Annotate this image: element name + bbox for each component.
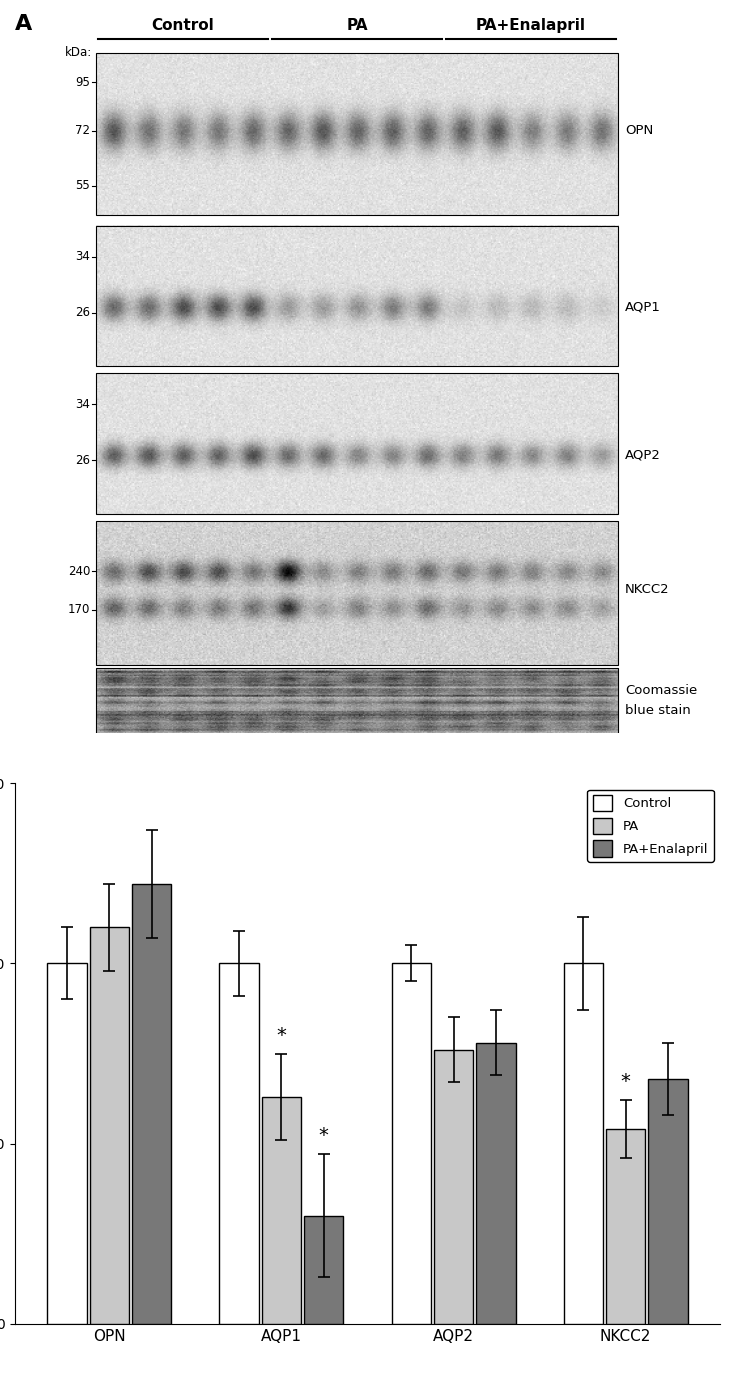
Text: *: *	[276, 1026, 287, 1044]
Text: kDa:: kDa:	[65, 46, 93, 59]
Bar	[564, 964, 603, 1324]
Text: PA+Enalapril: PA+Enalapril	[476, 18, 586, 33]
Bar	[47, 964, 87, 1324]
Text: 170: 170	[68, 604, 90, 616]
Text: *: *	[319, 1127, 329, 1146]
Text: blue stain: blue stain	[625, 703, 691, 717]
Bar	[96, 374, 618, 513]
Bar	[606, 1129, 645, 1324]
Text: 26: 26	[75, 306, 90, 320]
Text: OPN: OPN	[625, 124, 653, 138]
Text: 55: 55	[76, 179, 90, 193]
Text: Coomassie: Coomassie	[625, 684, 698, 698]
Bar	[262, 1096, 301, 1324]
Bar	[96, 226, 618, 365]
Bar	[648, 1078, 688, 1324]
Text: 34: 34	[75, 250, 90, 263]
Text: Control: Control	[151, 18, 214, 33]
Bar	[96, 54, 618, 215]
Bar	[220, 964, 259, 1324]
Legend: Control, PA, PA+Enalapril: Control, PA, PA+Enalapril	[587, 790, 714, 862]
Text: 72: 72	[75, 124, 90, 138]
Bar	[96, 667, 618, 732]
Bar	[392, 964, 431, 1324]
Text: PA: PA	[346, 18, 368, 33]
Text: NKCC2: NKCC2	[625, 583, 670, 596]
Bar	[132, 884, 171, 1324]
Bar	[476, 1043, 515, 1324]
Bar	[96, 521, 618, 665]
Bar	[304, 1216, 343, 1324]
Text: 26: 26	[75, 454, 90, 466]
Text: 95: 95	[75, 76, 90, 90]
Text: AQP2: AQP2	[625, 448, 661, 461]
Text: *: *	[621, 1073, 631, 1091]
Bar	[434, 1049, 473, 1324]
Text: 34: 34	[75, 397, 90, 411]
Text: 240: 240	[68, 564, 90, 578]
Text: AQP1: AQP1	[625, 301, 661, 314]
Text: A: A	[15, 14, 32, 34]
Bar	[90, 928, 129, 1324]
